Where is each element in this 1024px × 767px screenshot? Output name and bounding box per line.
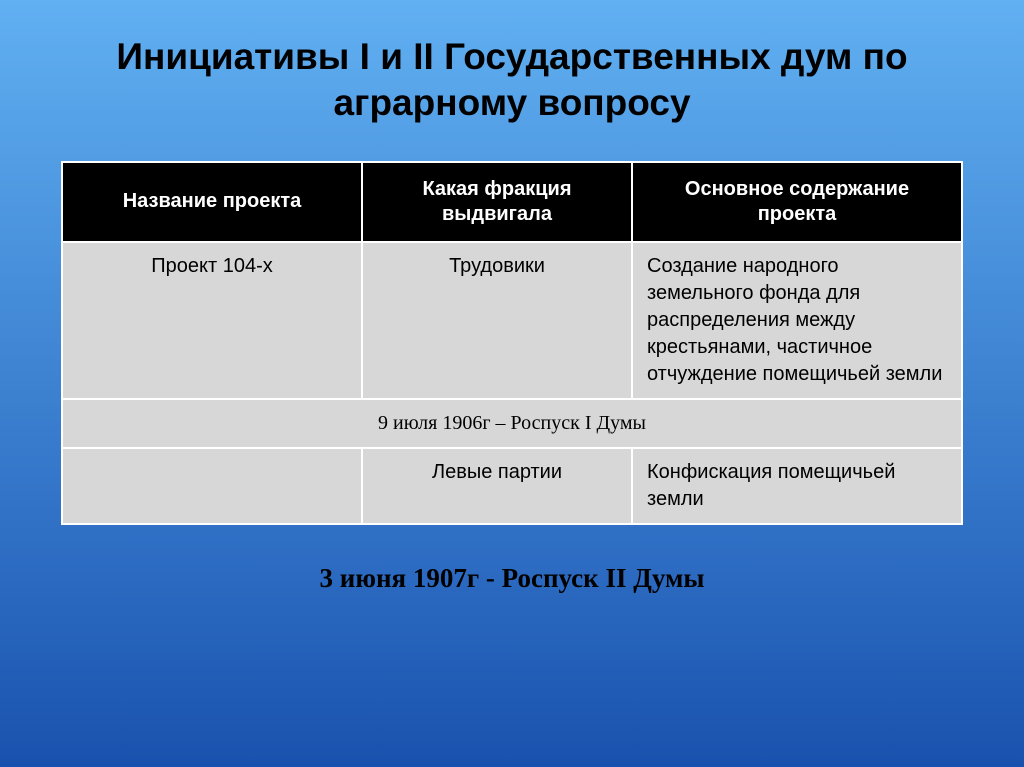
cell-project	[62, 448, 362, 524]
slide: Инициативы I и II Государственных дум по…	[0, 0, 1024, 767]
cell-content: Конфискация помещичьей земли	[632, 448, 962, 524]
event-row-dissolution-1: 9 июля 1906г – Роспуск I Думы	[62, 399, 962, 448]
col-header-faction: Какая фракция выдвигала	[362, 162, 632, 242]
agrarian-initiatives-table: Название проекта Какая фракция выдвигала…	[61, 161, 963, 525]
table-row: Левые партии Конфискация помещичьей земл…	[62, 448, 962, 524]
slide-title: Инициативы I и II Государственных дум по…	[60, 34, 964, 127]
table-header: Название проекта Какая фракция выдвигала…	[62, 162, 962, 242]
cell-content: Создание народного земельного фонда для …	[632, 242, 962, 399]
table-row: Проект 104-х Трудовики Создание народног…	[62, 242, 962, 399]
cell-project: Проект 104-х	[62, 242, 362, 399]
footer-dissolution-2: 3 июня 1907г - Роспуск II Думы	[320, 563, 705, 594]
cell-faction: Левые партии	[362, 448, 632, 524]
cell-faction: Трудовики	[362, 242, 632, 399]
event-text: 9 июля 1906г – Роспуск I Думы	[62, 399, 962, 448]
col-header-content: Основное содержание проекта	[632, 162, 962, 242]
col-header-project: Название проекта	[62, 162, 362, 242]
